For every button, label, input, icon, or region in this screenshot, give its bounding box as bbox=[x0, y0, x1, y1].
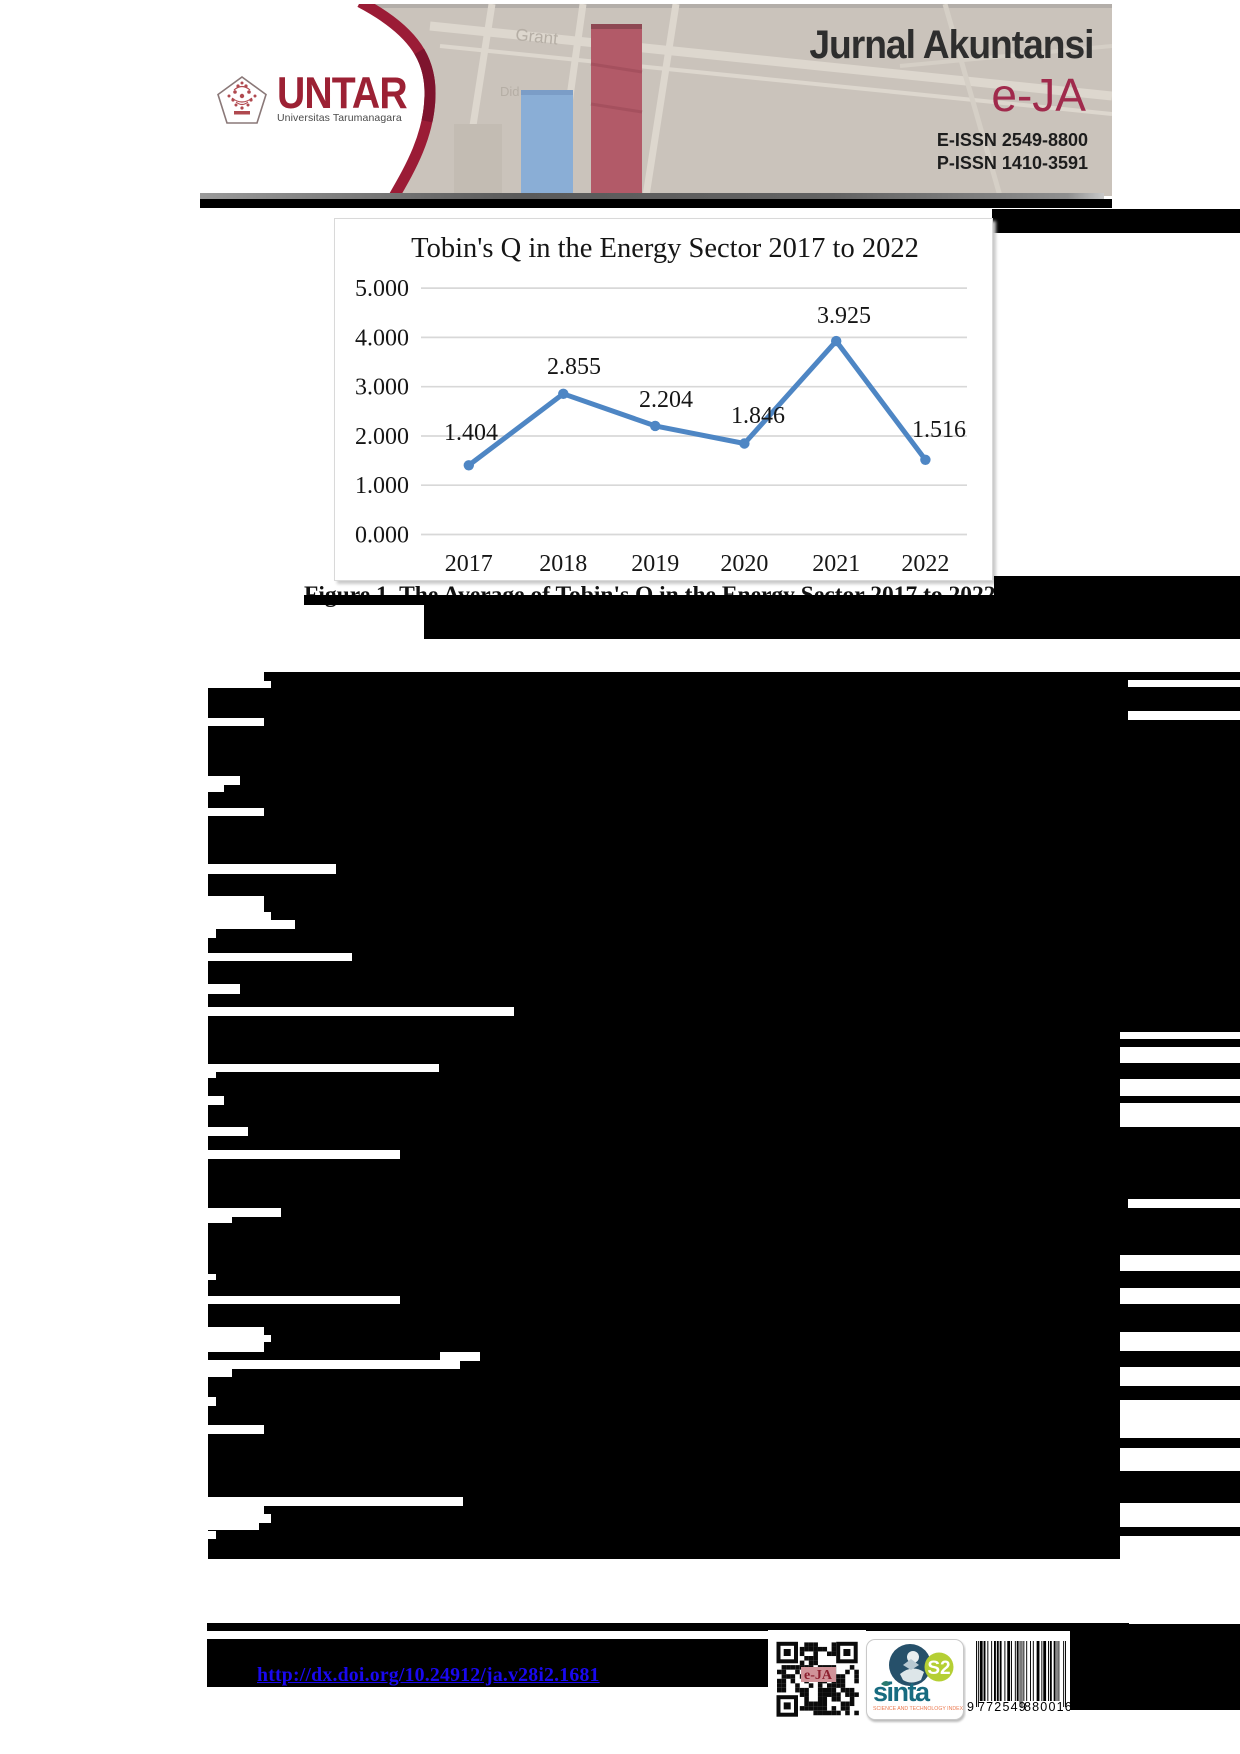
svg-text:880016: 880016 bbox=[1024, 1700, 1070, 1714]
svg-text:1.000: 1.000 bbox=[355, 473, 409, 499]
svg-text:2017: 2017 bbox=[445, 551, 493, 577]
svg-text:4.000: 4.000 bbox=[355, 325, 409, 351]
svg-text:1.516: 1.516 bbox=[912, 417, 966, 443]
svg-text:2018: 2018 bbox=[539, 551, 587, 577]
svg-text:Grant: Grant bbox=[515, 25, 560, 48]
svg-text:2021: 2021 bbox=[812, 551, 860, 577]
svg-text:9: 9 bbox=[967, 1700, 974, 1714]
svg-text:3.000: 3.000 bbox=[355, 375, 409, 401]
svg-text:2.855: 2.855 bbox=[547, 354, 601, 380]
svg-text:2019: 2019 bbox=[631, 551, 679, 577]
svg-text:2.000: 2.000 bbox=[355, 424, 409, 450]
svg-text:0.000: 0.000 bbox=[355, 523, 409, 549]
svg-text:5.000: 5.000 bbox=[355, 276, 409, 302]
svg-text:e-JA: e-JA bbox=[804, 1668, 833, 1683]
svg-text:1.404: 1.404 bbox=[444, 420, 498, 446]
svg-text:2.204: 2.204 bbox=[639, 387, 693, 413]
svg-text:1.846: 1.846 bbox=[731, 403, 785, 429]
svg-text:Did: Did bbox=[500, 84, 520, 99]
svg-text:Tobin's Q in the Energy Sector: Tobin's Q in the Energy Sector 2017 to 2… bbox=[411, 233, 919, 264]
svg-text:S2: S2 bbox=[927, 1658, 950, 1679]
svg-text:2022: 2022 bbox=[901, 551, 949, 577]
svg-text:SCIENCE AND TECHNOLOGY INDEX: SCIENCE AND TECHNOLOGY INDEX bbox=[873, 1706, 963, 1712]
svg-text:772549: 772549 bbox=[978, 1700, 1027, 1714]
svg-text:3.925: 3.925 bbox=[817, 303, 871, 329]
svg-text:2020: 2020 bbox=[720, 551, 768, 577]
svg-text:sinta: sinta bbox=[873, 1677, 931, 1707]
